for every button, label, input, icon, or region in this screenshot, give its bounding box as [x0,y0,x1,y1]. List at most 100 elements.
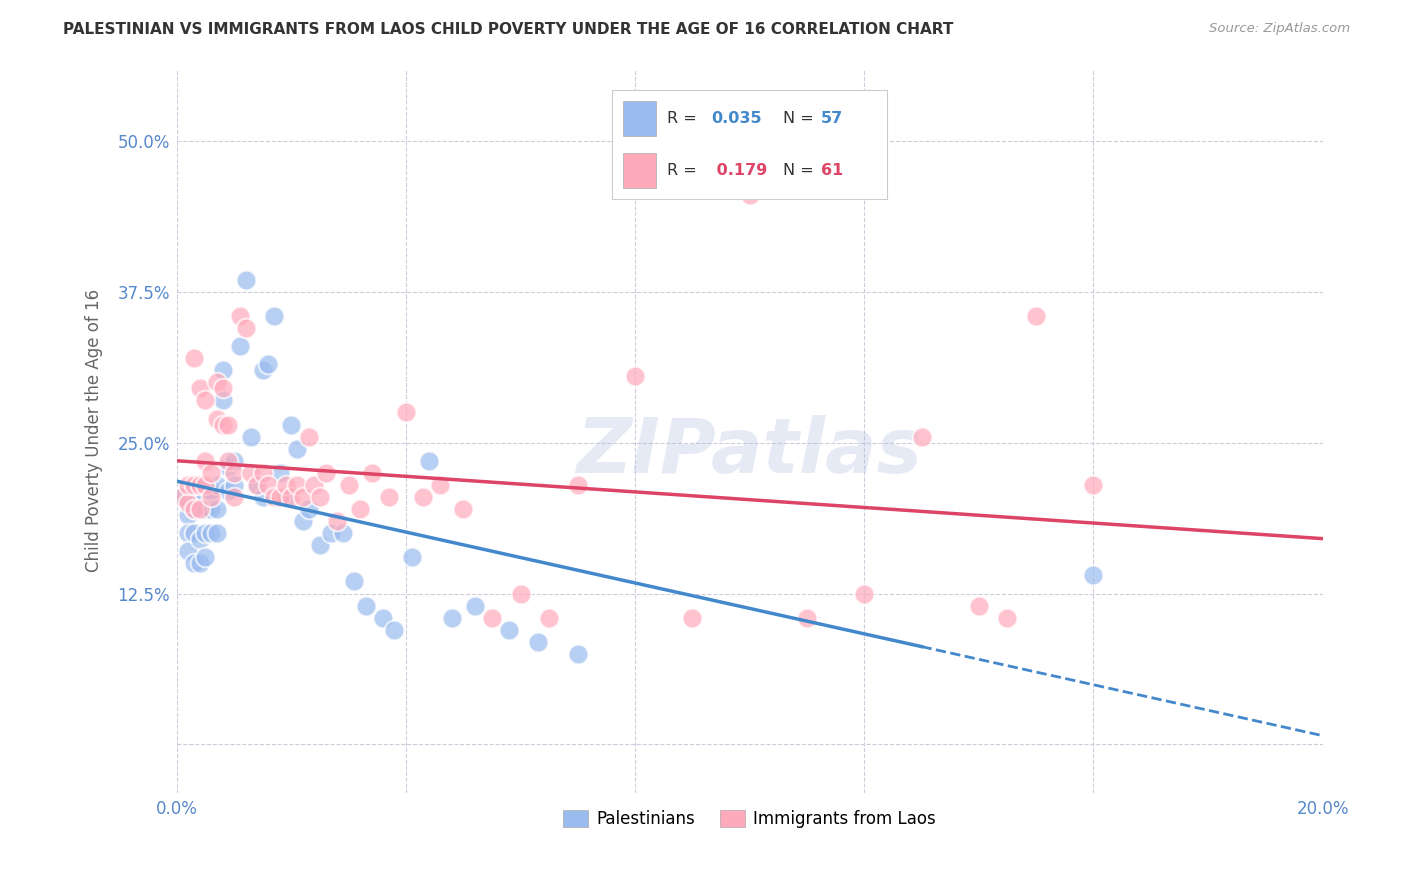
Point [211,393,233,408]
Point [257,357,280,371]
Point [194,490,217,504]
Point [211,381,233,395]
Point [681,610,703,624]
Point [177,508,200,522]
Point [252,466,274,480]
Point [183,502,205,516]
Point [910,429,932,443]
Point [263,490,285,504]
Point [177,544,200,558]
Point [222,466,245,480]
Point [257,478,280,492]
Point [222,478,245,492]
Point [183,557,205,571]
Point [429,478,451,492]
Text: PALESTINIAN VS IMMIGRANTS FROM LAOS CHILD POVERTY UNDER THE AGE OF 16 CORRELATIO: PALESTINIAN VS IMMIGRANTS FROM LAOS CHIL… [63,22,953,37]
Point [205,502,228,516]
Point [235,321,257,335]
Point [280,417,302,432]
Point [194,478,217,492]
Point [509,586,531,600]
Point [252,490,274,504]
Point [624,369,647,384]
Point [188,381,211,395]
Text: ZIPatlas: ZIPatlas [576,416,922,490]
Point [200,483,222,498]
Point [315,466,337,480]
Point [567,478,589,492]
Point [526,634,548,648]
Point [217,459,239,474]
Point [177,526,200,541]
Point [291,514,314,528]
Point [309,538,332,552]
Point [354,599,377,613]
Point [440,610,463,624]
Point [194,393,217,408]
Point [304,478,326,492]
Point [188,502,211,516]
Point [200,526,222,541]
Point [269,466,291,480]
Point [172,490,194,504]
Point [263,309,285,323]
Point [183,526,205,541]
Point [274,478,297,492]
Point [200,466,222,480]
Point [188,557,211,571]
Point [200,490,222,504]
Point [384,623,406,637]
Point [177,496,200,510]
Point [183,483,205,498]
Point [246,478,269,492]
Point [451,502,474,516]
Point [177,478,200,492]
Point [395,405,418,419]
Point [377,490,399,504]
Point [967,599,990,613]
Point [297,502,319,516]
Point [183,351,205,366]
Point [188,478,211,492]
Point [229,309,252,323]
Point [200,502,222,516]
Point [401,550,423,565]
Point [205,376,228,390]
Point [205,411,228,425]
Point [194,502,217,516]
Point [464,599,486,613]
Point [211,417,233,432]
Point [235,273,257,287]
Point [360,466,382,480]
Point [1025,309,1047,323]
Point [194,526,217,541]
Point [297,429,319,443]
Point [412,490,434,504]
Point [205,526,228,541]
Point [853,586,876,600]
Point [343,574,366,589]
Point [285,442,308,456]
Point [1083,478,1105,492]
Point [240,466,263,480]
Point [188,502,211,516]
Point [222,490,245,504]
Point [229,339,252,353]
Point [240,429,263,443]
Point [538,610,561,624]
Point [418,454,440,468]
Point [211,363,233,377]
Point [332,526,354,541]
Point [309,490,332,504]
Point [349,502,371,516]
Point [217,483,239,498]
Point [291,490,314,504]
Point [796,610,818,624]
Point [997,610,1019,624]
Point [188,478,211,492]
Point [498,623,520,637]
Point [321,526,343,541]
Point [183,502,205,516]
Point [285,478,308,492]
Point [567,647,589,661]
